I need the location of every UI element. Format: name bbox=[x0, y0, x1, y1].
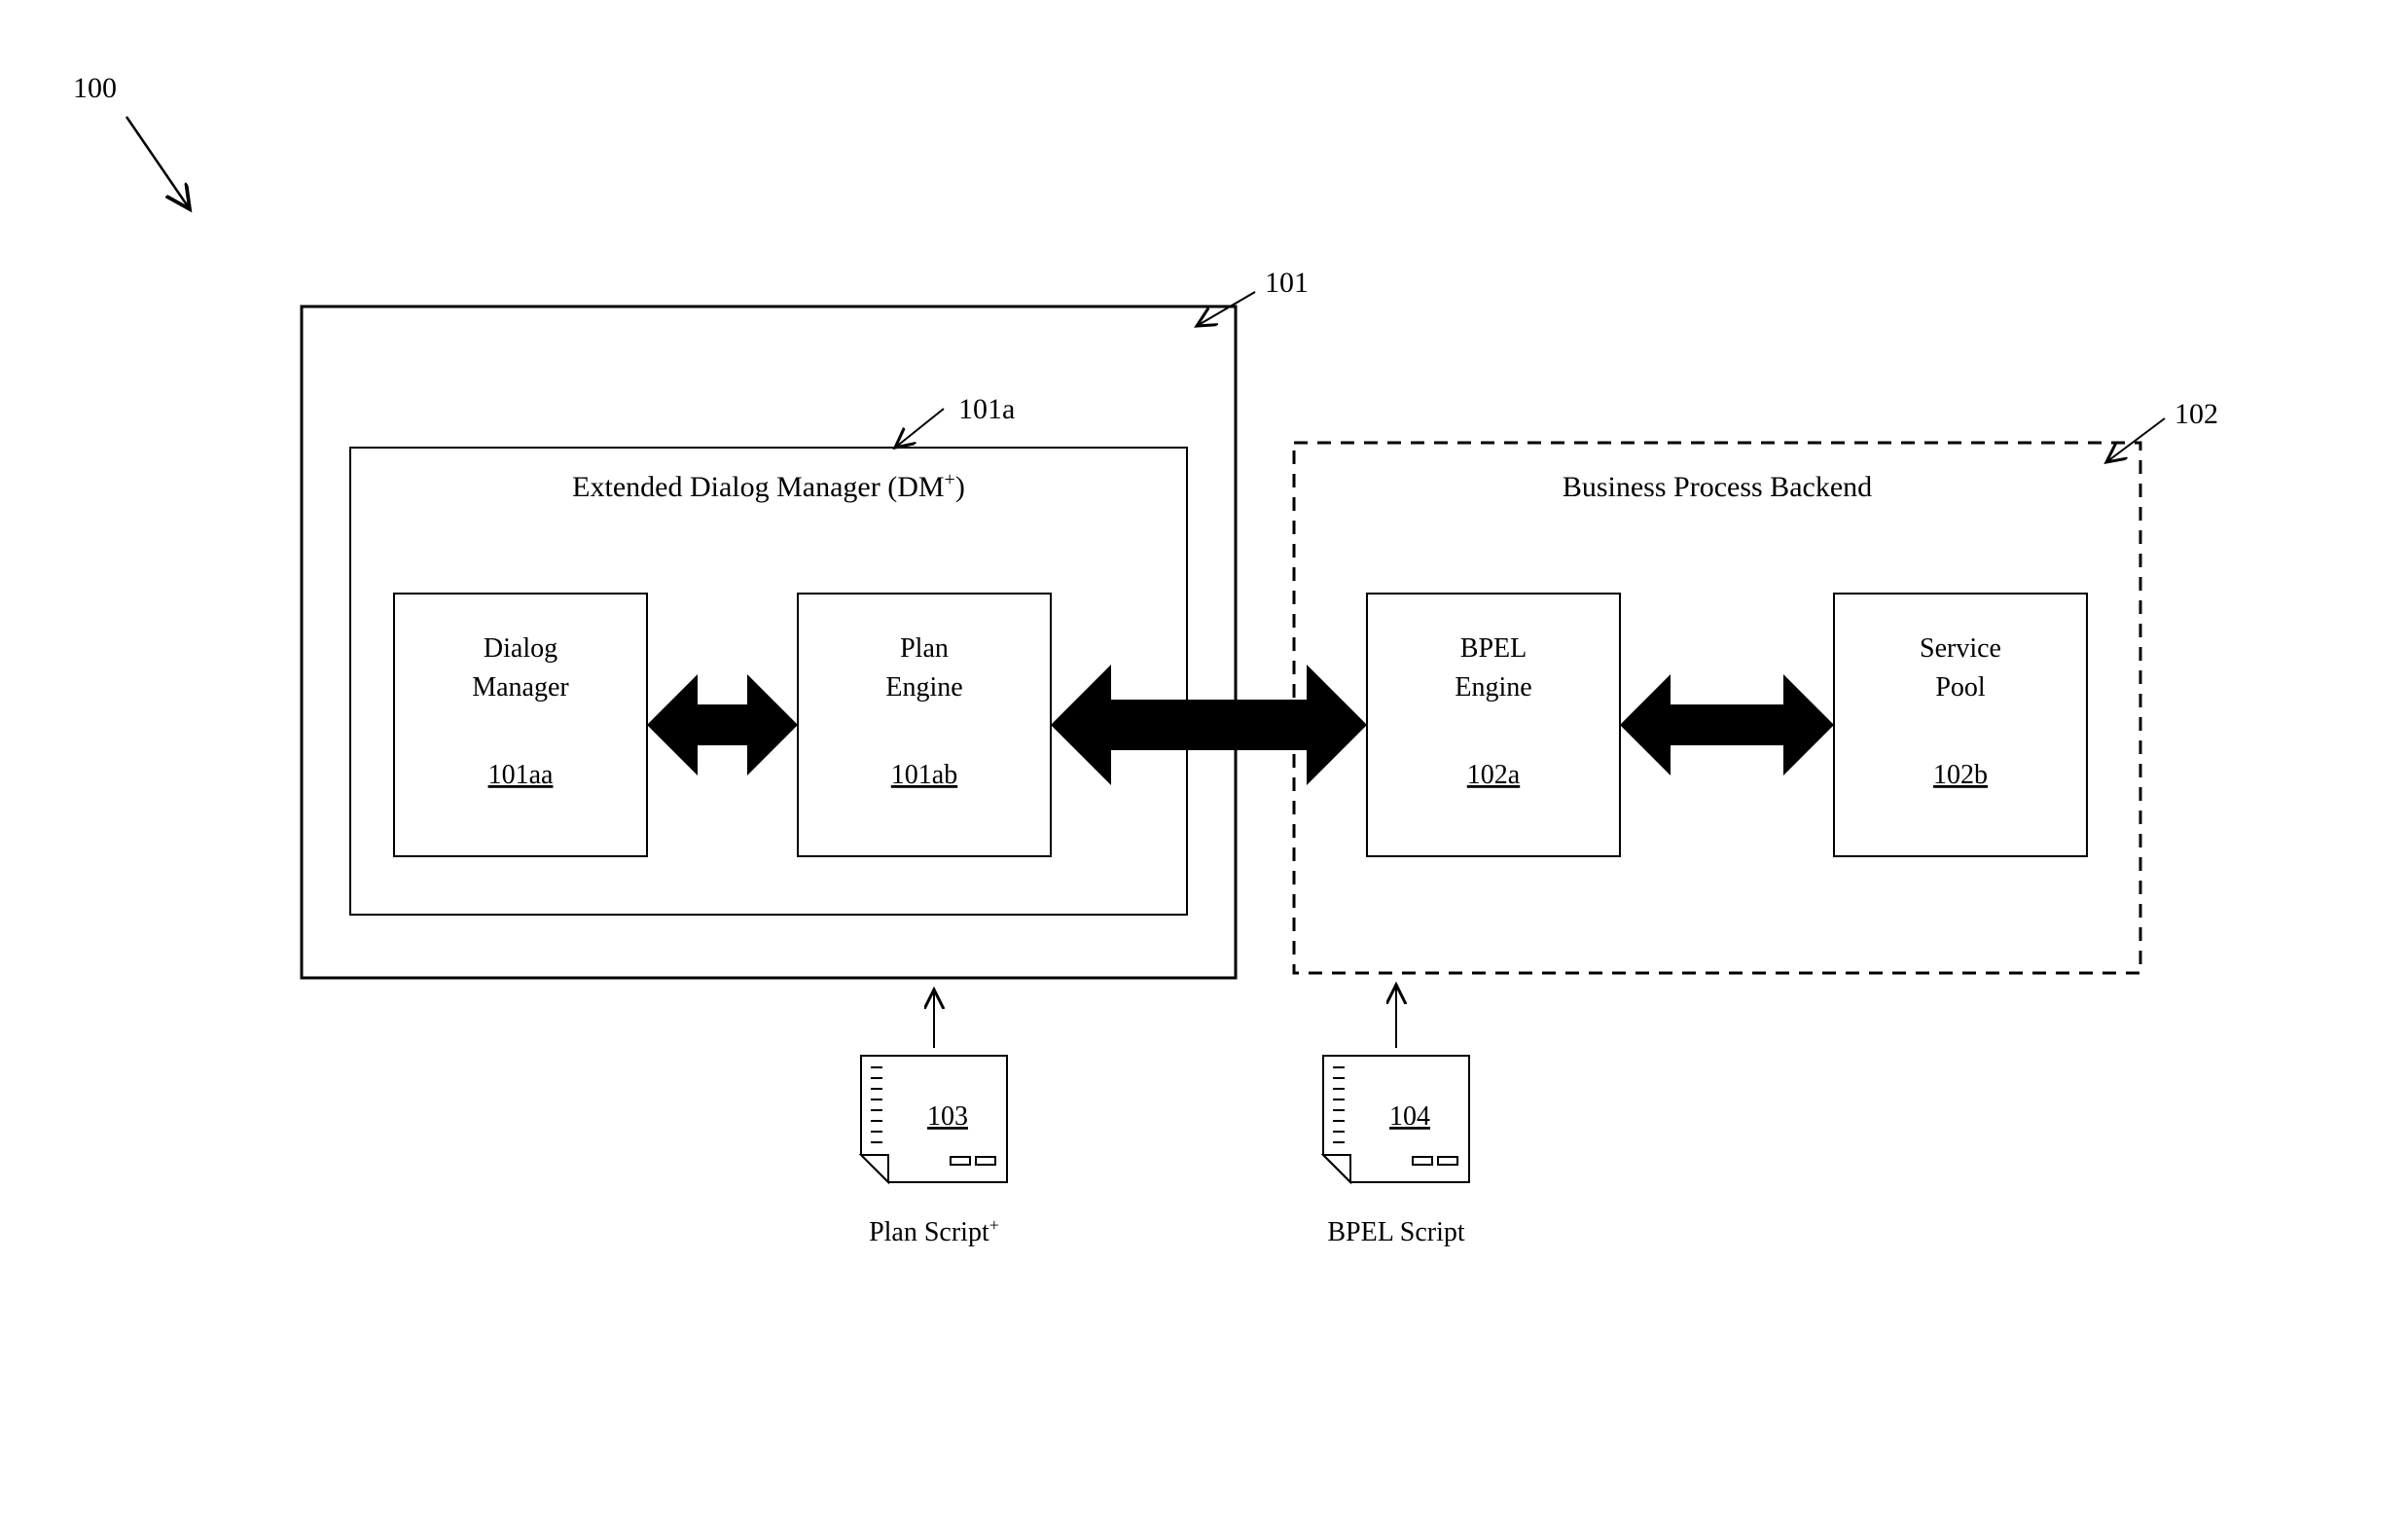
callout-101: 101 bbox=[1265, 267, 1309, 299]
svg-text:Engine: Engine bbox=[885, 672, 962, 703]
callout-101a: 101a bbox=[958, 393, 1015, 425]
callout-100: 100 bbox=[73, 72, 117, 104]
svg-text:Pool: Pool bbox=[1935, 672, 1986, 703]
svg-text:Plan: Plan bbox=[900, 633, 949, 664]
title-extended-dm: Extended Dialog Manager (DM+) bbox=[572, 469, 965, 503]
svg-text:102a: 102a bbox=[1467, 760, 1521, 790]
svg-text:104: 104 bbox=[1389, 1101, 1430, 1132]
label-bpel-script: BPEL Script bbox=[1327, 1217, 1465, 1247]
svg-text:Manager: Manager bbox=[472, 672, 569, 703]
svg-text:101aa: 101aa bbox=[488, 760, 554, 790]
svg-text:BPEL: BPEL bbox=[1460, 633, 1527, 664]
label-plan-script: Plan Script+ bbox=[869, 1215, 999, 1247]
svg-text:102b: 102b bbox=[1933, 760, 1988, 790]
callout-102: 102 bbox=[2174, 398, 2218, 430]
svg-text:103: 103 bbox=[927, 1101, 968, 1132]
svg-text:Dialog: Dialog bbox=[484, 633, 557, 664]
svg-text:Service: Service bbox=[1920, 633, 2001, 664]
title-backend: Business Process Backend bbox=[1563, 471, 1872, 503]
svg-text:Engine: Engine bbox=[1455, 672, 1531, 703]
svg-text:101ab: 101ab bbox=[891, 760, 957, 790]
